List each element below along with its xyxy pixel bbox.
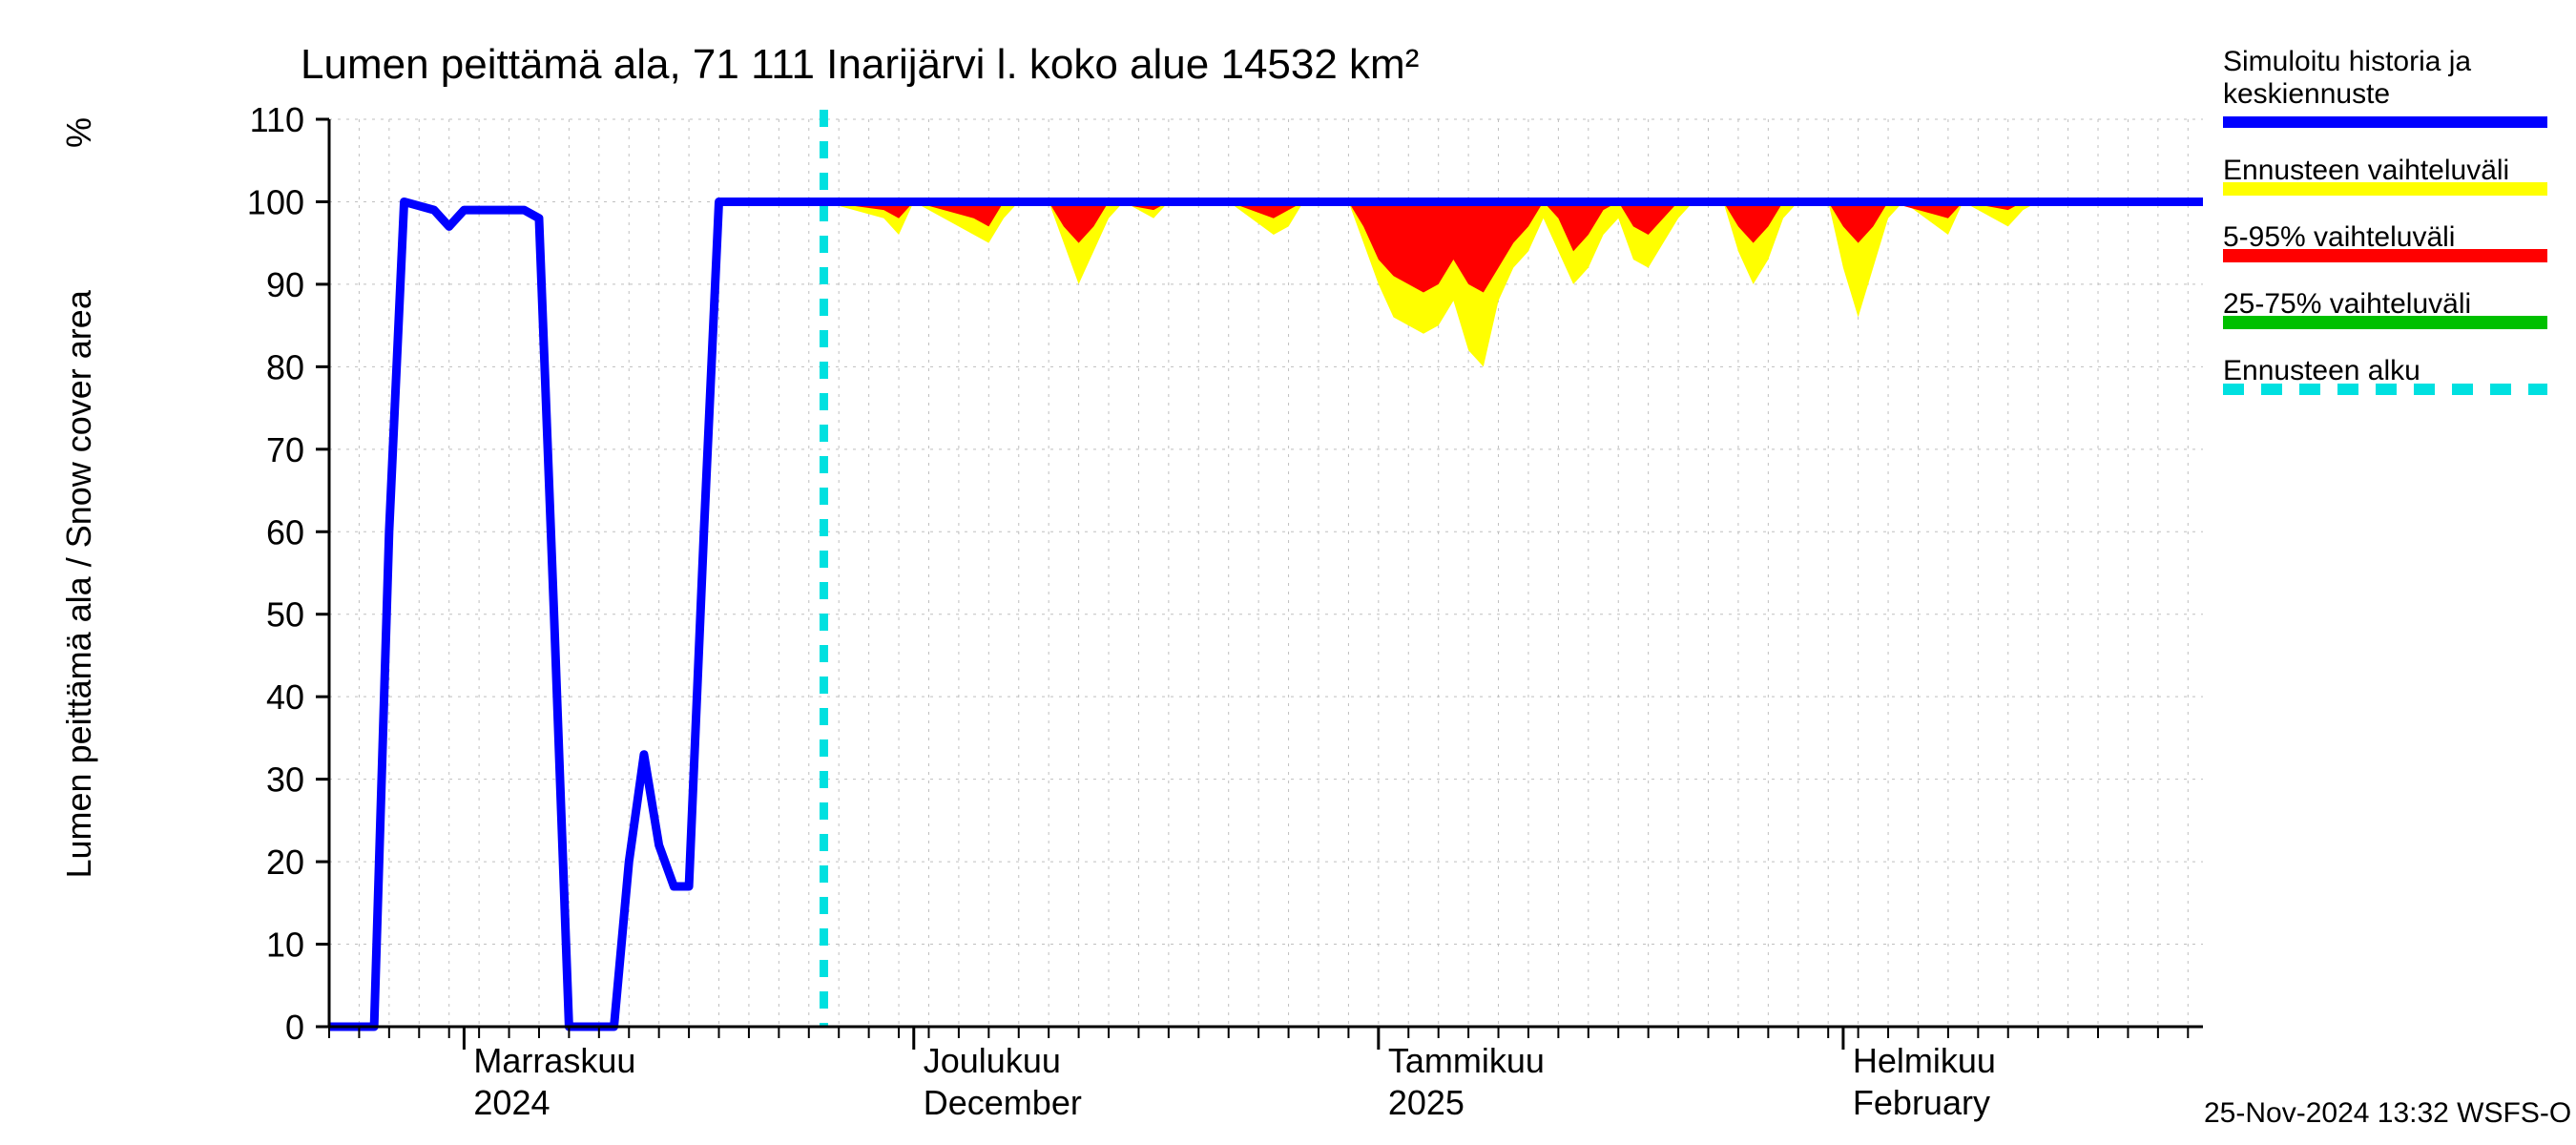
x-tick-label-sub: 2025 xyxy=(1388,1083,1465,1122)
y-tick-label: 80 xyxy=(266,347,304,386)
y-axis-label: Lumen peittämä ala / Snow cover area xyxy=(59,289,98,878)
x-tick-label: Joulukuu xyxy=(924,1041,1061,1080)
x-tick-label: Helmikuu xyxy=(1853,1041,1996,1080)
legend-label: keskiennuste xyxy=(2223,78,2390,110)
y-tick-label: 20 xyxy=(266,843,304,882)
chart-svg: 0 10 20 30 40 50 60 70 80 90 100 110 Marraskuu2024 Jo… xyxy=(0,0,2576,1145)
x-tick-label: Tammikuu xyxy=(1388,1041,1545,1080)
legend-label: Simuloitu historia ja xyxy=(2223,46,2471,77)
legend-label: 25-75% vaihteluväli xyxy=(2223,288,2471,320)
x-tick-label-sub: December xyxy=(924,1083,1082,1122)
legend-swatch-block xyxy=(2223,182,2547,196)
legend-swatch-block xyxy=(2223,316,2547,329)
y-tick-label: 50 xyxy=(266,595,304,635)
y-tick-label: 40 xyxy=(266,677,304,717)
y-tick-label: 90 xyxy=(266,265,304,304)
x-tick-label: Marraskuu xyxy=(473,1041,635,1080)
y-axis-unit: % xyxy=(59,117,98,148)
y-tick-label: 100 xyxy=(247,182,304,221)
x-tick-label-sub: 2024 xyxy=(473,1083,550,1122)
y-tick-label: 70 xyxy=(266,430,304,469)
y-tick-label: 60 xyxy=(266,512,304,552)
legend-label: Ennusteen alku xyxy=(2223,355,2420,386)
chart-title: Lumen peittämä ala, 71 111 Inarijärvi l.… xyxy=(301,41,1419,88)
y-tick-label: 0 xyxy=(285,1008,304,1047)
y-tick-label: 110 xyxy=(250,100,304,139)
legend-label: 5-95% vaihteluväli xyxy=(2223,221,2455,253)
chart-container: 0 10 20 30 40 50 60 70 80 90 100 110 Marraskuu2024 Jo… xyxy=(0,0,2576,1145)
y-tick-label: 30 xyxy=(266,760,304,800)
legend-swatch-block xyxy=(2223,249,2547,262)
y-tick-label: 10 xyxy=(266,926,304,965)
legend-label: Ennusteen vaihteluväli xyxy=(2223,155,2509,186)
footer-timestamp: 25-Nov-2024 13:32 WSFS-O xyxy=(2204,1097,2571,1129)
x-tick-label-sub: February xyxy=(1853,1083,1990,1122)
